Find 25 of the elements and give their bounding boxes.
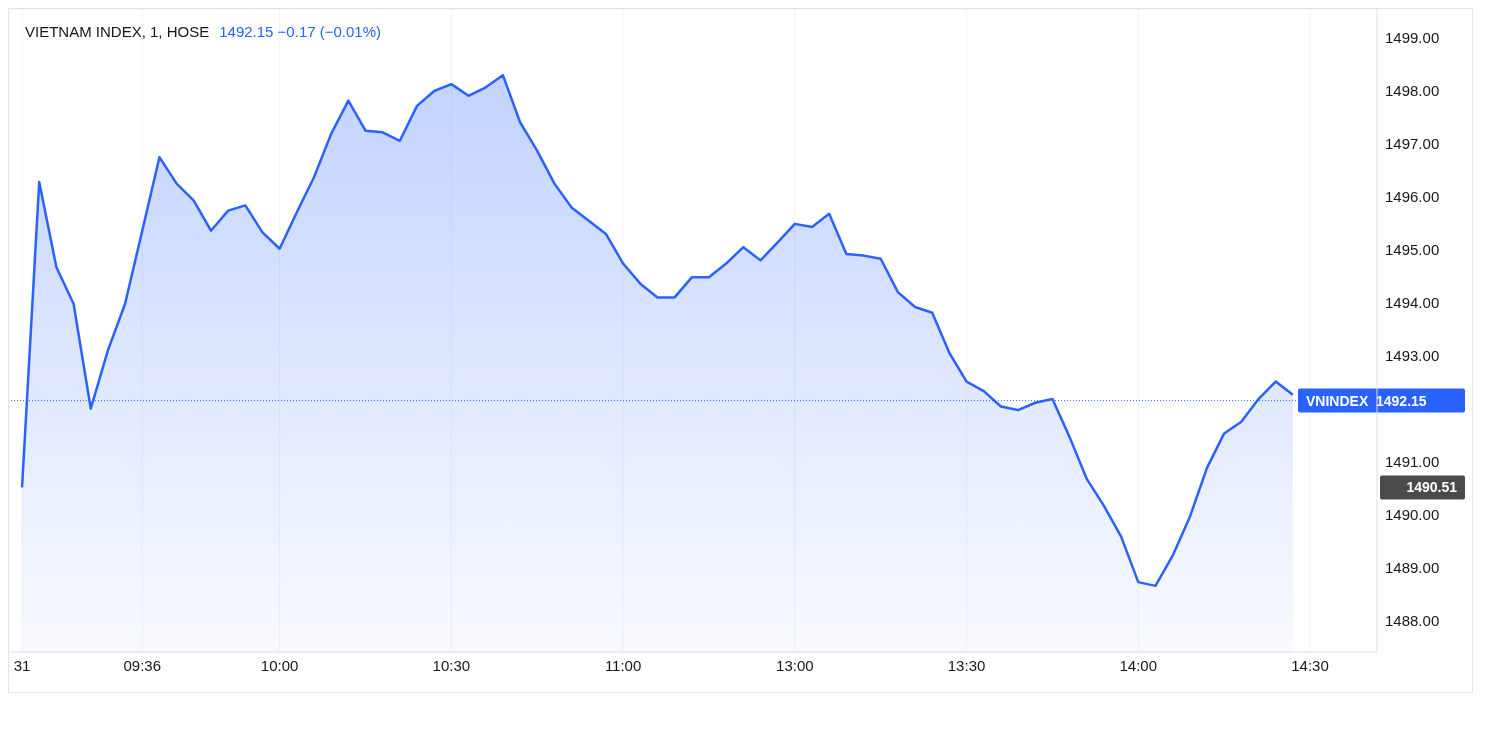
y-tick-label: 1498.00: [1385, 82, 1440, 100]
y-tick-label: 1489.00: [1385, 558, 1440, 576]
x-tick-label: 09:36: [123, 656, 162, 674]
ref-line-label: VNINDEX 1492.15: [1306, 392, 1427, 409]
y-tick-label: 1494.00: [1385, 294, 1440, 312]
x-tick-label: 11:00: [604, 656, 642, 674]
x-tick-label: 13:30: [947, 656, 986, 674]
price-tag: VNINDEX 1492.15: [1298, 388, 1465, 413]
x-tick-label: 31: [13, 656, 31, 674]
text: 1492.15 −0.17 (−0.01%): [219, 23, 382, 40]
x-tick-label: 14:30: [1291, 656, 1329, 674]
text: VIETNAM INDEX, 1, HOSE: [25, 23, 210, 40]
y-tick-label: 1488.00: [1385, 611, 1440, 629]
x-tick-label: 10:00: [260, 656, 299, 674]
y-tick-label: 1493.00: [1385, 346, 1440, 364]
y-tick-label: 1496.00: [1385, 188, 1440, 206]
x-tick-label: 10:30: [432, 656, 471, 674]
y-tick-label: 1497.00: [1385, 135, 1440, 153]
y-tick-label: 1499.00: [1385, 29, 1440, 47]
x-tick-label: 13:00: [776, 656, 814, 674]
y-tick-label: 1491.00: [1385, 452, 1440, 470]
price-tag: 1490.51: [1380, 475, 1465, 500]
y-tick-label: 1490.00: [1385, 505, 1440, 523]
x-tick-label: 14:00: [1119, 656, 1158, 674]
y-tick-label: 1495.00: [1385, 241, 1440, 259]
